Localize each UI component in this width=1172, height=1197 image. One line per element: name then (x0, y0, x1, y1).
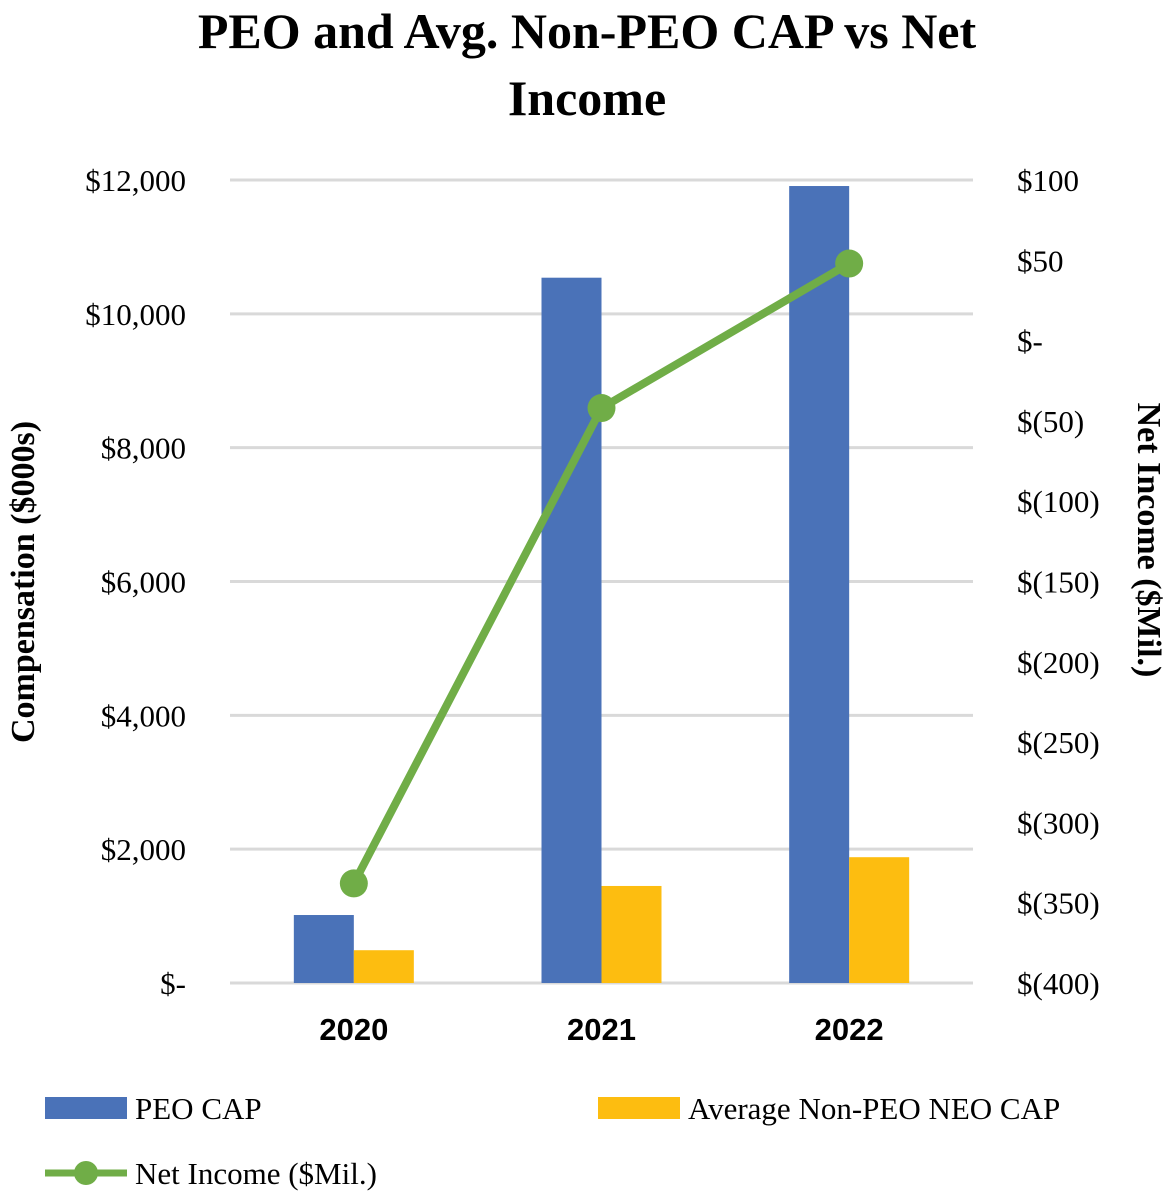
left-tick-label: $12,000 (85, 163, 186, 198)
bar-non-peo-cap (601, 885, 662, 983)
net-income-point (339, 869, 368, 898)
net-income-point (587, 394, 616, 423)
legend-label-net-income: Net Income ($Mil.) (135, 1156, 377, 1191)
legend-label-peo-cap: PEO CAP (135, 1091, 262, 1126)
chart-title-line-1: PEO and Avg. Non-PEO CAP vs Net (198, 3, 977, 59)
right-tick-label: $(300) (1017, 805, 1100, 840)
legend-swatch-non-peo-cap (598, 1097, 680, 1119)
left-axis-label: Compensation ($000s) (5, 421, 42, 743)
left-tick-label: $8,000 (101, 431, 186, 466)
right-axis-label: Net Income ($Mil.) (1130, 403, 1167, 678)
x-tick-label: 2022 (815, 1012, 884, 1047)
chart-title-line-2: Income (508, 70, 666, 126)
net-income-point (835, 249, 864, 278)
right-axis-ticks: $(400) $(350) $(300) $(250) $(200) $(150) $(10… (1017, 163, 1100, 1001)
right-tick-label: $100 (1017, 163, 1079, 198)
right-tick-label: $- (1017, 324, 1043, 359)
right-tick-label: $50 (1017, 243, 1064, 278)
bar-non-peo-cap (849, 857, 910, 983)
bar-peo-cap (789, 186, 850, 983)
left-tick-label: $10,000 (85, 297, 186, 332)
bar-peo-cap (293, 915, 354, 983)
bar-non-peo-cap (353, 950, 414, 983)
legend-swatch-peo-cap (45, 1097, 127, 1119)
x-axis-ticks: 2020 2021 2022 (319, 1012, 883, 1047)
right-tick-label: $(350) (1017, 886, 1100, 921)
left-tick-label: $6,000 (101, 565, 186, 600)
left-tick-label: $- (160, 966, 186, 1001)
right-tick-label: $(150) (1017, 565, 1100, 600)
right-tick-label: $(200) (1017, 645, 1100, 680)
left-tick-label: $2,000 (101, 832, 186, 867)
right-tick-label: $(250) (1017, 725, 1100, 760)
x-tick-label: 2020 (319, 1012, 388, 1047)
bars (293, 186, 910, 983)
x-tick-label: 2021 (567, 1012, 636, 1047)
right-tick-label: $(50) (1017, 404, 1084, 439)
left-tick-label: $4,000 (101, 698, 186, 733)
legend-label-non-peo-cap: Average Non-PEO NEO CAP (688, 1091, 1060, 1126)
right-tick-label: $(400) (1017, 966, 1100, 1001)
right-tick-label: $(100) (1017, 484, 1100, 519)
legend-marker-net-income (74, 1161, 98, 1185)
left-axis-ticks: $- $2,000 $4,000 $6,000 $8,000 $10,000 $12,000 (85, 163, 186, 1001)
net-income-line (339, 249, 864, 898)
bar-peo-cap (541, 277, 602, 983)
legend: PEO CAP Average Non-PEO NEO CAP Net Inco… (45, 1091, 1060, 1191)
